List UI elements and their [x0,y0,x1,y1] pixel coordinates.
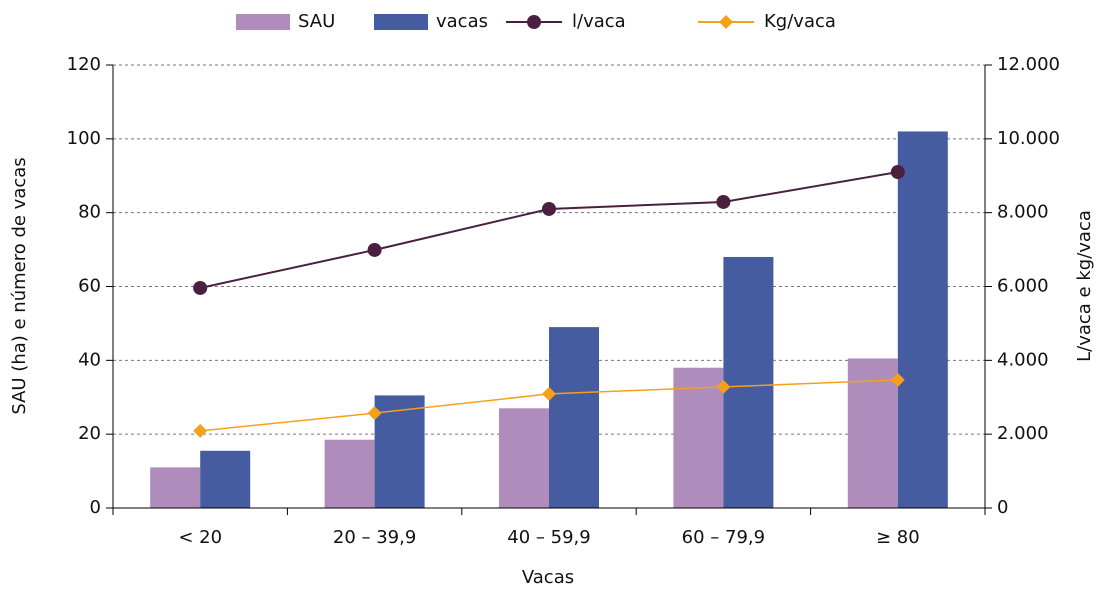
bar [897,131,948,508]
legend-swatch [236,14,290,30]
bar [723,256,774,508]
point [542,201,556,216]
y2-tick-label: 8.000 [997,202,1049,223]
legend-label: Kg/vaca [764,11,836,32]
y-tick-label: 120 [67,54,101,75]
x-tick-label: 40 – 59,9 [507,527,590,548]
x-tick-label: ≥ 80 [876,527,920,548]
legend-label: vacas [436,11,488,32]
y2-tick-label: 4.000 [997,349,1049,370]
bar [200,450,251,508]
bar [673,367,724,508]
x-axis-label: Vacas [522,567,574,588]
point [890,165,905,180]
y2-tick-label: 6.000 [997,276,1049,297]
y-tick-label: 100 [67,128,101,149]
x-tick-label: < 20 [178,527,222,548]
x-tick-label: 60 – 79,9 [682,527,765,548]
bar [150,467,201,508]
y2-tick-label: 2.000 [997,423,1049,444]
bar [499,408,549,508]
legend-label: SAU [298,11,335,32]
y-tick-label: 20 [78,423,101,444]
y2-tick-label: 12.000 [997,54,1060,75]
y2-tick-label: 0 [997,497,1008,518]
point [193,423,208,438]
point [193,280,208,295]
y-tick-label: 40 [78,349,101,370]
point [716,379,731,394]
y-tick-label: 60 [78,276,101,297]
y-tick-label: 0 [90,497,101,518]
point [542,386,556,401]
legend-marker [527,15,541,29]
bar [847,358,898,508]
point [367,406,382,421]
point [716,194,731,209]
bar [549,327,599,508]
point [890,372,905,387]
bar [324,439,375,508]
line [199,171,898,289]
legend-marker [719,15,733,29]
legend-swatch [374,14,428,30]
y2-tick-label: 10.000 [997,128,1060,149]
point [367,242,382,257]
legend-label: l/vaca [572,11,626,32]
y2-axis-label: L/vaca e kg/vaca [1074,210,1095,362]
bar [374,395,425,508]
y-axis-label: SAU (ha) e número de vacas [9,157,30,414]
y-tick-label: 80 [78,202,101,223]
x-tick-label: 20 – 39,9 [333,527,416,548]
